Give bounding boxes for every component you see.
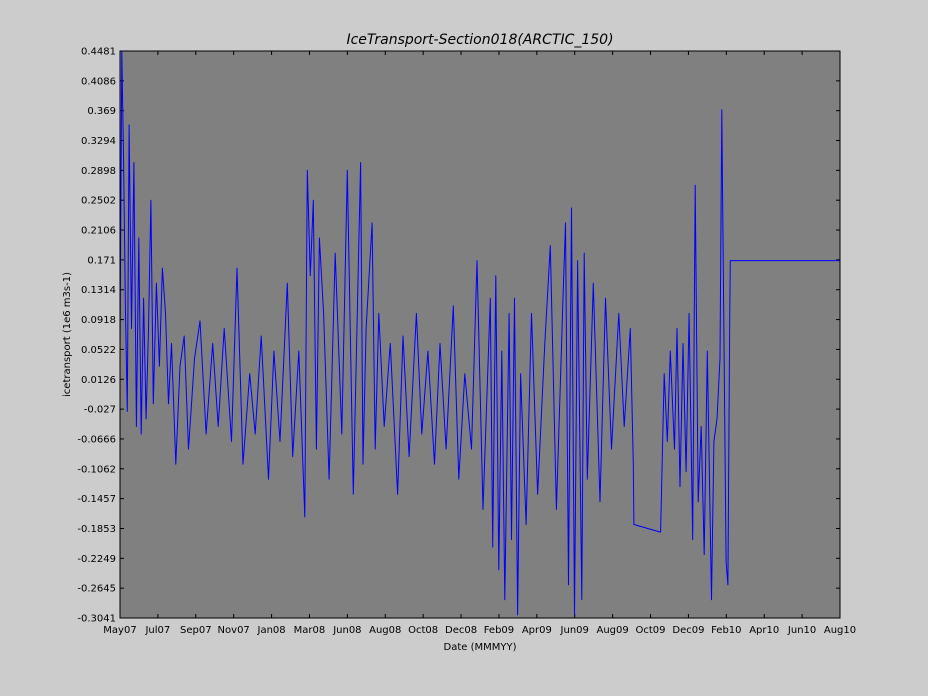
y-axis: -0.3041 -0.2645 -0.2249 -0.1853 -0.1457 -0.10… bbox=[77, 47, 840, 625]
y-tick-label: 0.1314 bbox=[81, 285, 116, 296]
series-line bbox=[119, 50, 840, 616]
y-tick-label: 0.0522 bbox=[81, 345, 116, 356]
series-layer bbox=[119, 50, 840, 616]
plot-area bbox=[120, 51, 840, 618]
x-tick-label: Apr10 bbox=[749, 625, 779, 636]
y-tick-label: 0.0918 bbox=[81, 315, 116, 326]
x-tick-label: Apr09 bbox=[522, 625, 552, 636]
x-tick-label: Oct09 bbox=[636, 625, 666, 636]
x-axis: May07 Jul07 Sep07 Nov07 Jan08 Mar08 Jun08 Aug08… bbox=[103, 51, 856, 636]
y-tick-label: 0.171 bbox=[87, 255, 116, 266]
x-tick-label: Jun10 bbox=[787, 625, 816, 636]
y-tick-label: -0.2645 bbox=[77, 584, 116, 595]
x-tick-label: Dec09 bbox=[672, 625, 704, 636]
y-tick-label: 0.3294 bbox=[81, 136, 116, 147]
x-tick-label: Nov07 bbox=[218, 625, 250, 636]
x-tick-label: Jul07 bbox=[144, 625, 170, 636]
y-tick-label: 0.4481 bbox=[81, 47, 116, 58]
y-tick-label: 0.2106 bbox=[81, 226, 116, 237]
x-tick-label: Jan08 bbox=[257, 625, 286, 636]
x-tick-label: Feb09 bbox=[484, 625, 514, 636]
x-tick-label: Feb10 bbox=[711, 625, 741, 636]
y-tick-label: -0.1062 bbox=[77, 464, 116, 475]
y-tick-label: 0.0126 bbox=[81, 375, 116, 386]
y-tick-label: -0.2249 bbox=[77, 554, 116, 565]
y-tick-label: -0.1457 bbox=[77, 494, 116, 505]
y-tick-label: 0.369 bbox=[87, 106, 116, 117]
y-tick-label: -0.0666 bbox=[77, 434, 116, 445]
x-tick-label: Dec08 bbox=[445, 625, 477, 636]
chart-title: IceTransport-Section018(ARCTIC_150) bbox=[346, 32, 613, 48]
y-tick-label: 0.2502 bbox=[81, 196, 116, 207]
x-tick-label: Sep07 bbox=[180, 625, 212, 636]
x-tick-label: Jun09 bbox=[560, 625, 589, 636]
x-tick-label: Mar08 bbox=[294, 625, 326, 636]
x-tick-label: Aug09 bbox=[596, 625, 628, 636]
y-tick-label: 0.4086 bbox=[81, 76, 116, 87]
y-tick-label: -0.027 bbox=[84, 405, 116, 416]
x-tick-label: Aug10 bbox=[824, 625, 856, 636]
y-tick-label: 0.2898 bbox=[81, 166, 116, 177]
y-axis-title: icetransport (1e6 m3s-1) bbox=[62, 272, 73, 397]
y-tick-label: -0.3041 bbox=[77, 614, 116, 625]
x-tick-label: Jun08 bbox=[332, 625, 361, 636]
x-axis-title: Date (MMMYY) bbox=[444, 642, 517, 653]
x-tick-label: Oct08 bbox=[408, 625, 438, 636]
y-tick-label: -0.1853 bbox=[77, 524, 116, 535]
x-tick-label: May07 bbox=[103, 625, 136, 636]
x-tick-label: Aug08 bbox=[369, 625, 401, 636]
plot-frame bbox=[119, 50, 841, 619]
